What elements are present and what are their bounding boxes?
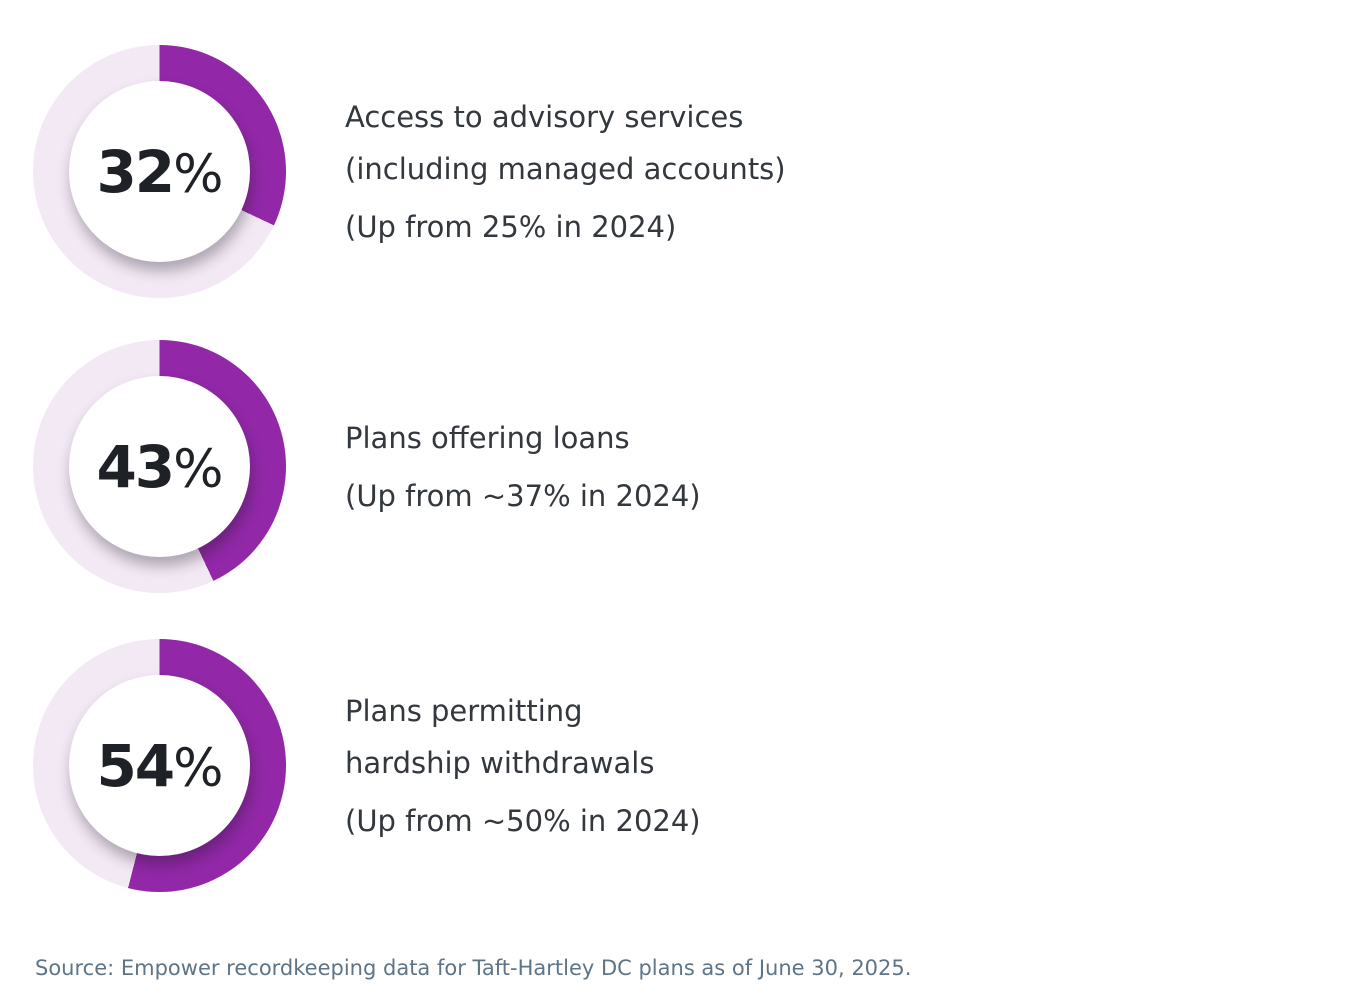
source-caption: Source: Empower recordkeeping data for T… (35, 956, 912, 980)
percent-value: 54 (96, 731, 175, 800)
donut-center: 54% (69, 675, 250, 856)
stat-label-line: Plans offering loans (345, 420, 630, 455)
donut-chart-advisory-services: 32% (33, 45, 286, 298)
stat-row-loans: 43% Plans offering loans (Up from ~37% i… (33, 340, 1366, 593)
stat-text-block: Plans permitting hardship withdrawals (U… (345, 685, 701, 847)
percent-readout: 43% (96, 438, 223, 496)
stat-row-hardship-withdrawals: 54% Plans permitting hardship withdrawal… (33, 639, 1366, 892)
stat-label-line: Plans permitting (345, 693, 583, 728)
donut-chart-hardship-withdrawals: 54% (33, 639, 286, 892)
stat-note: (Up from ~37% in 2024) (345, 478, 701, 513)
percent-readout: 32% (96, 143, 223, 201)
stat-label-line: (including managed accounts) (345, 151, 786, 186)
stat-note: (Up from 25% in 2024) (345, 209, 677, 244)
percent-value: 43 (96, 432, 175, 501)
percent-sign: % (173, 737, 223, 799)
percent-readout: 54% (96, 737, 223, 795)
stat-text-block: Access to advisory services (including m… (345, 91, 786, 253)
percent-sign: % (173, 438, 223, 500)
stat-label-line: Access to advisory services (345, 99, 744, 134)
stat-text-block: Plans offering loans (Up from ~37% in 20… (345, 412, 701, 522)
donut-chart-loans: 43% (33, 340, 286, 593)
stat-note: (Up from ~50% in 2024) (345, 803, 701, 838)
donut-center: 43% (69, 376, 250, 557)
percent-value: 32 (96, 137, 175, 206)
stat-label-line: hardship withdrawals (345, 745, 655, 780)
stat-row-advisory-services: 32% Access to advisory services (includi… (33, 45, 1366, 298)
donut-center: 32% (69, 81, 250, 262)
percent-sign: % (173, 143, 223, 205)
